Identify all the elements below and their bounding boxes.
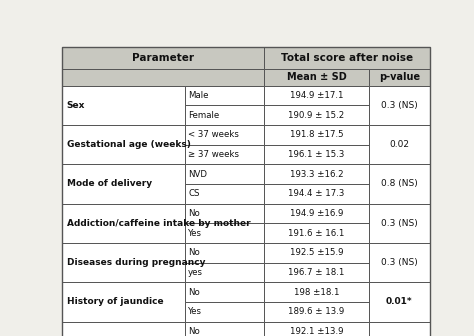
Bar	[264, 223, 369, 243]
Bar	[62, 86, 185, 125]
Text: Mode of delivery: Mode of delivery	[66, 179, 152, 188]
Text: History of jaundice: History of jaundice	[66, 297, 163, 306]
Text: ≥ 37 weeks: ≥ 37 weeks	[188, 150, 239, 159]
Text: No: No	[188, 248, 200, 257]
Bar	[264, 302, 369, 322]
Bar	[62, 47, 264, 69]
Bar	[264, 184, 369, 204]
Text: Mean ± SD: Mean ± SD	[287, 72, 346, 82]
Bar	[369, 322, 429, 336]
Text: Yes: Yes	[188, 228, 202, 238]
Bar	[185, 144, 264, 164]
Bar	[185, 204, 264, 223]
Bar	[62, 164, 185, 204]
Bar	[62, 69, 264, 86]
Text: Diseases during pregnancy: Diseases during pregnancy	[66, 258, 205, 267]
Bar	[264, 47, 429, 69]
Text: Male: Male	[188, 91, 209, 100]
Text: 0.3 (NS): 0.3 (NS)	[381, 101, 418, 110]
Bar	[264, 105, 369, 125]
Bar	[62, 282, 185, 322]
Bar	[264, 144, 369, 164]
Text: 0.8 (NS): 0.8 (NS)	[381, 179, 418, 188]
Text: No: No	[188, 209, 200, 218]
Bar	[369, 164, 429, 204]
Text: Gestational age (weeks): Gestational age (weeks)	[66, 140, 191, 149]
Text: 198 ±18.1: 198 ±18.1	[294, 288, 339, 297]
Bar	[185, 302, 264, 322]
Text: 194.4 ± 17.3: 194.4 ± 17.3	[288, 189, 345, 198]
Bar	[369, 86, 429, 125]
Text: < 37 weeks: < 37 weeks	[188, 130, 239, 139]
Text: 191.8 ±17.5: 191.8 ±17.5	[290, 130, 343, 139]
Text: 190.9 ± 15.2: 190.9 ± 15.2	[289, 111, 345, 120]
Bar	[62, 125, 185, 164]
Bar	[369, 125, 429, 164]
Text: 0.3 (NS): 0.3 (NS)	[381, 219, 418, 228]
Text: 193.3 ±16.2: 193.3 ±16.2	[290, 170, 343, 178]
Bar	[185, 86, 264, 105]
Bar	[264, 262, 369, 282]
Text: Sex: Sex	[66, 101, 85, 110]
Text: NVD: NVD	[188, 170, 207, 178]
Text: Total score after noise: Total score after noise	[281, 53, 413, 63]
Text: 196.7 ± 18.1: 196.7 ± 18.1	[288, 268, 345, 277]
Text: CS: CS	[188, 189, 200, 198]
Text: 196.1 ± 15.3: 196.1 ± 15.3	[288, 150, 345, 159]
Text: 192.5 ±15.9: 192.5 ±15.9	[290, 248, 343, 257]
Bar	[264, 282, 369, 302]
Text: p-value: p-value	[379, 72, 420, 82]
Bar	[264, 322, 369, 336]
Text: Yes: Yes	[188, 307, 202, 316]
Text: 189.6 ± 13.9: 189.6 ± 13.9	[289, 307, 345, 316]
Text: 194.9 ±17.1: 194.9 ±17.1	[290, 91, 343, 100]
Text: 0.01*: 0.01*	[386, 297, 412, 306]
Text: No: No	[188, 288, 200, 297]
Bar	[185, 282, 264, 302]
Bar	[185, 322, 264, 336]
Text: 194.9 ±16.9: 194.9 ±16.9	[290, 209, 343, 218]
Bar	[264, 125, 369, 144]
Bar	[62, 204, 185, 243]
Bar	[264, 69, 369, 86]
Bar	[185, 105, 264, 125]
Bar	[369, 282, 429, 322]
Text: Addiction/caffeine intake by mother: Addiction/caffeine intake by mother	[66, 219, 250, 228]
Bar	[185, 223, 264, 243]
Bar	[264, 204, 369, 223]
Text: 0.3 (NS): 0.3 (NS)	[381, 258, 418, 267]
Bar	[369, 69, 429, 86]
Bar	[369, 204, 429, 243]
Bar	[185, 164, 264, 184]
Bar	[264, 86, 369, 105]
Bar	[185, 184, 264, 204]
Text: Female: Female	[188, 111, 219, 120]
Text: Parameter: Parameter	[132, 53, 194, 63]
Text: 191.6 ± 16.1: 191.6 ± 16.1	[288, 228, 345, 238]
Text: yes: yes	[188, 268, 203, 277]
Bar	[185, 125, 264, 144]
Text: 192.1 ±13.9: 192.1 ±13.9	[290, 327, 343, 336]
Bar	[185, 262, 264, 282]
Bar	[369, 243, 429, 282]
Bar	[185, 243, 264, 262]
Bar	[264, 243, 369, 262]
Bar	[62, 243, 185, 282]
Bar	[62, 322, 185, 336]
Bar	[264, 164, 369, 184]
Text: 0.02: 0.02	[389, 140, 409, 149]
Text: No: No	[188, 327, 200, 336]
